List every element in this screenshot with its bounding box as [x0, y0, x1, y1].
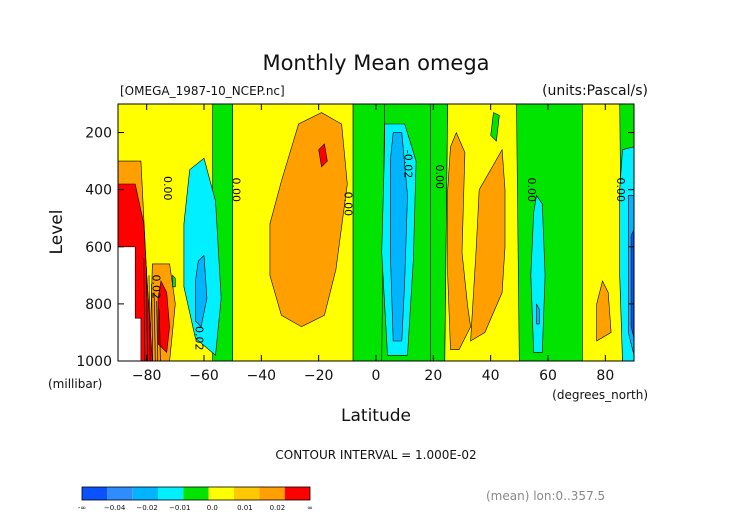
- contour-label: 0.00: [230, 177, 243, 202]
- legend-swatch: [183, 487, 209, 500]
- dense-contour-line: [156, 300, 159, 361]
- units-label: (units:Pascal/s): [542, 83, 648, 99]
- x-tick-label: 20: [424, 368, 442, 384]
- contour-label: 0.00: [614, 177, 627, 202]
- dense-contour-line: [153, 292, 156, 361]
- legend-swatch: [284, 487, 310, 500]
- y-tick-label: 400: [85, 183, 112, 199]
- legend-swatch: [132, 487, 158, 500]
- x-tick-label: 40: [482, 368, 500, 384]
- contour-region-14: [318, 143, 328, 168]
- y-tick-label: 1000: [76, 354, 112, 370]
- legend-swatch: [107, 487, 133, 500]
- legend-label: ∞: [307, 504, 313, 512]
- contour-label: -0.02: [402, 150, 415, 178]
- contour-region-10: [470, 148, 506, 342]
- dense-contour-line: [143, 258, 146, 361]
- legend-swatch: [82, 487, 108, 500]
- legend-swatch: [158, 487, 184, 500]
- contour-region-3: [430, 104, 449, 361]
- legend-label: −0.04: [104, 504, 126, 512]
- footnote: (mean) lon:0..357.5: [486, 489, 605, 503]
- missing-data-region: [118, 246, 142, 361]
- chart-title: Monthly Mean omega: [262, 51, 489, 75]
- contour-region-8: [269, 112, 348, 328]
- contour-region-11: [596, 280, 612, 342]
- dense-contour-line: [151, 283, 154, 361]
- x-tick-label: −80: [132, 368, 162, 384]
- contour-label: 0.00: [342, 192, 355, 217]
- x-tick-label: 0: [372, 368, 381, 384]
- legend-label: −0.02: [136, 504, 157, 512]
- x-tick-label: 80: [596, 368, 614, 384]
- y-tick-label: 200: [85, 126, 112, 142]
- contour-region-18: [389, 132, 408, 342]
- y-units-label: (millibar): [48, 377, 102, 391]
- y-axis-title: Level: [47, 210, 67, 255]
- x-tick-label: −20: [304, 368, 334, 384]
- color-legend: -∞ −0.04 −0.02 −0.01 0.0 0.01 0.02 ∞: [78, 486, 313, 512]
- legend-frame: [81, 486, 311, 501]
- legend-swatch: [208, 487, 234, 500]
- legend-label: 0.0: [207, 504, 218, 512]
- dense-contour-line: [158, 309, 161, 361]
- legend-label: -∞: [78, 504, 86, 512]
- legend-swatch: [234, 487, 260, 500]
- y-tick-label: 800: [85, 297, 112, 313]
- contour-region-23: [630, 229, 634, 339]
- legend-label: −0.01: [169, 504, 190, 512]
- contour-region-25: [172, 274, 176, 288]
- contour-region-24: [490, 112, 500, 142]
- contour-region-20: [536, 303, 540, 325]
- file-label: [OMEGA_1987-10_NCEP.nc]: [120, 84, 285, 98]
- contour-region-2: [352, 104, 385, 361]
- x-tick-label: −60: [189, 368, 219, 384]
- plot-area: 0.00 0.00 0.00 -0.02 0.00 0.00 0.00 0.02 0.02: [117, 103, 635, 362]
- legend-swatch: [259, 487, 285, 500]
- legend-label: 0.01: [237, 504, 253, 512]
- x-axis-title: Latitude: [341, 406, 411, 426]
- y-tick-label: 600: [85, 240, 112, 256]
- contour-label: 0.00: [433, 165, 446, 190]
- x-tick-label: 60: [539, 368, 557, 384]
- contour-label: 0.02: [149, 275, 162, 300]
- contour-label: 0.02: [192, 326, 205, 351]
- contour-region-13: [157, 280, 170, 354]
- legend-label: 0.02: [270, 504, 286, 512]
- x-tick-label: −40: [247, 368, 277, 384]
- dense-contour-line: [148, 275, 151, 361]
- contour-region-5: [582, 104, 623, 361]
- contour-region-16: [195, 254, 208, 328]
- contour-label: 0.00: [161, 176, 174, 201]
- contour-region-9: [447, 131, 471, 350]
- contour-region-19: [530, 194, 546, 353]
- dense-contour-line: [146, 266, 148, 361]
- contour-label: 0.00: [525, 177, 538, 202]
- x-units-label: (degrees_north): [552, 388, 648, 402]
- contour-interval-text: CONTOUR INTERVAL = 1.000E-02: [275, 448, 476, 462]
